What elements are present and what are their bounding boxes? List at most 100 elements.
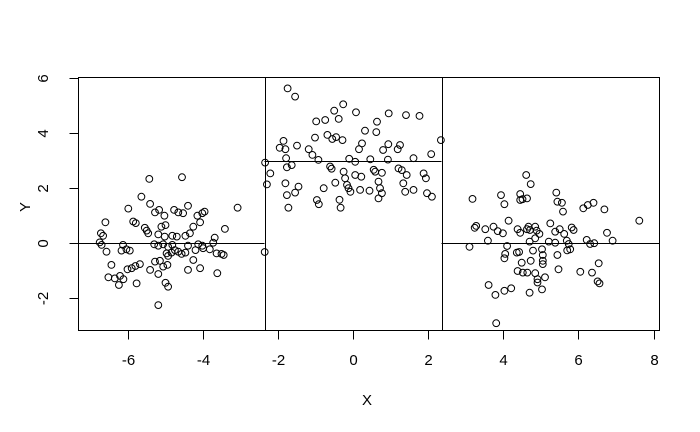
data-point <box>156 256 164 265</box>
data-point <box>402 171 411 179</box>
data-point <box>261 158 270 167</box>
y-tick-label: 2 <box>35 184 52 192</box>
data-point <box>401 187 410 196</box>
data-point <box>339 100 348 109</box>
data-point <box>373 117 381 126</box>
data-point <box>402 111 410 119</box>
data-point <box>196 264 205 273</box>
data-point <box>125 246 134 255</box>
data-point <box>184 201 192 210</box>
data-point <box>468 195 477 203</box>
data-point <box>576 267 585 276</box>
data-point <box>552 188 561 197</box>
data-point <box>493 227 502 236</box>
data-point <box>588 268 596 277</box>
data-point <box>437 136 445 145</box>
data-point <box>595 279 604 288</box>
data-point <box>101 218 110 227</box>
data-point <box>365 186 374 195</box>
data-point <box>328 135 337 143</box>
data-point <box>523 268 532 277</box>
data-point <box>500 254 509 263</box>
data-point <box>186 229 194 238</box>
data-point <box>294 182 303 191</box>
data-point <box>361 126 369 135</box>
data-point <box>196 218 205 227</box>
data-point <box>161 221 170 230</box>
data-point <box>523 194 531 203</box>
data-point <box>497 191 505 200</box>
data-point <box>102 247 111 256</box>
data-point <box>533 275 542 284</box>
data-point <box>366 155 375 164</box>
data-point <box>291 92 300 101</box>
data-point <box>427 150 436 159</box>
x-tick-label: 8 <box>650 352 658 369</box>
data-point <box>184 266 192 274</box>
data-point <box>161 278 170 287</box>
data-point <box>155 206 164 214</box>
data-point <box>275 143 284 152</box>
data-point <box>516 190 525 198</box>
data-point <box>346 187 355 196</box>
data-point <box>465 242 474 251</box>
data-point <box>492 319 501 328</box>
data-point <box>491 291 500 299</box>
data-point <box>213 269 222 278</box>
data-point <box>131 262 140 270</box>
data-point <box>191 246 200 255</box>
data-point <box>137 192 146 201</box>
data-point <box>558 198 566 207</box>
data-point <box>189 256 198 264</box>
data-point <box>589 198 598 207</box>
data-point <box>526 256 535 265</box>
data-point <box>541 273 549 282</box>
data-point <box>284 203 293 212</box>
data-point <box>154 230 163 239</box>
data-point <box>97 241 106 249</box>
data-point <box>123 265 132 274</box>
data-point <box>538 260 547 269</box>
data-point <box>608 236 617 245</box>
data-point <box>409 154 418 163</box>
data-point <box>291 188 300 197</box>
data-point <box>279 137 288 145</box>
data-point <box>287 161 296 170</box>
data-point <box>170 206 179 214</box>
data-point <box>326 162 335 171</box>
data-point <box>374 177 383 186</box>
data-point <box>526 180 535 189</box>
data-point <box>374 194 383 203</box>
data-point <box>423 189 431 198</box>
data-point <box>419 169 428 178</box>
y-axis-title: Y <box>17 202 34 212</box>
data-point <box>198 209 207 218</box>
data-point <box>369 165 378 174</box>
data-point <box>308 151 317 159</box>
data-point <box>501 250 510 258</box>
data-point <box>553 251 562 259</box>
data-point <box>154 301 163 310</box>
data-point <box>567 223 576 232</box>
data-point <box>499 229 507 238</box>
data-point <box>330 106 339 115</box>
data-point <box>331 178 340 187</box>
data-point <box>293 141 301 150</box>
data-point <box>283 163 291 172</box>
data-point <box>283 191 291 200</box>
data-point <box>357 172 366 181</box>
data-point <box>266 169 275 178</box>
data-point <box>323 131 332 139</box>
data-point <box>212 249 221 258</box>
data-point <box>603 228 611 237</box>
data-point <box>283 84 292 93</box>
x-tick-label: -6 <box>122 352 135 369</box>
data-point <box>525 288 534 297</box>
data-point <box>517 258 526 267</box>
data-point <box>384 109 393 118</box>
data-point <box>104 273 113 282</box>
data-point <box>635 216 644 225</box>
data-point <box>503 242 512 250</box>
